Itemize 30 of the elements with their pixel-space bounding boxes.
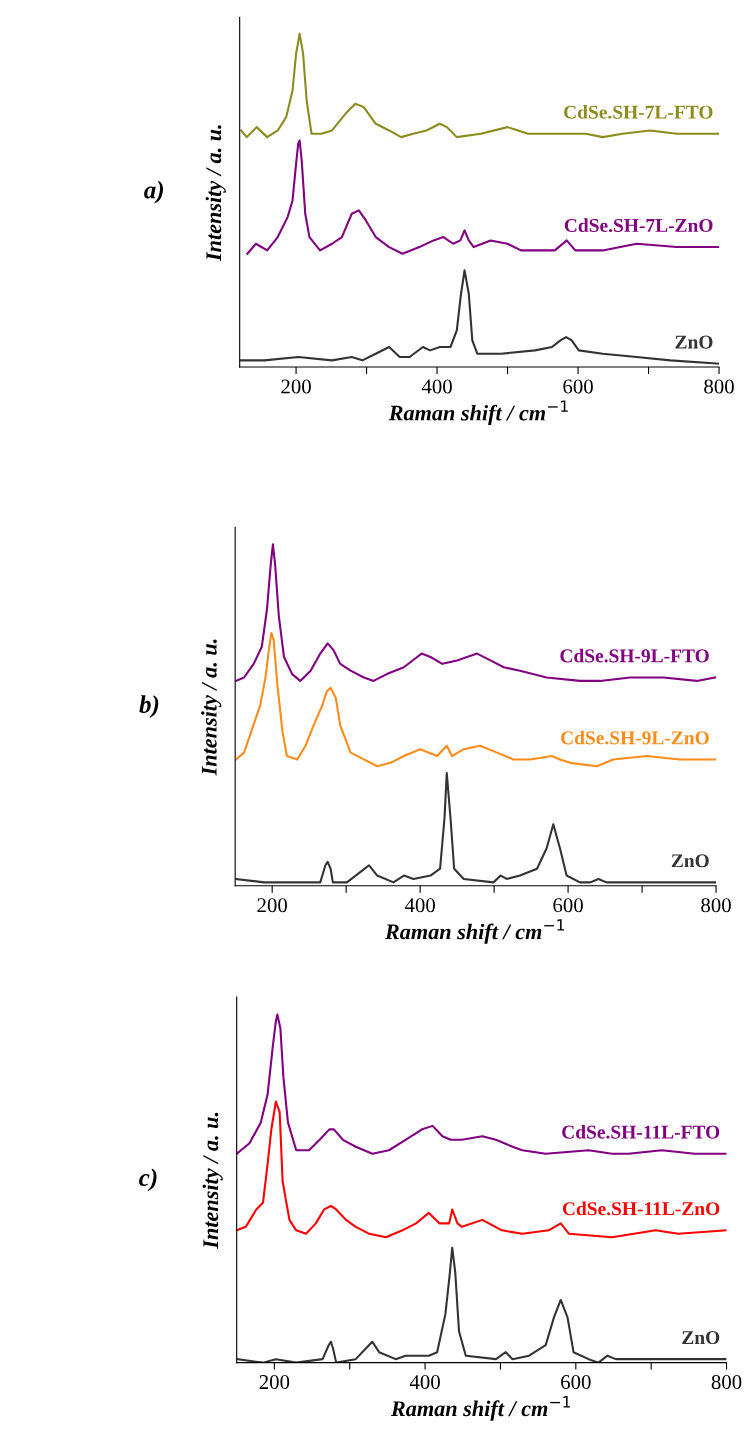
series-label: CdSe.SH-11L-FTO — [562, 1124, 720, 1139]
x-tick-label: 400 — [421, 379, 452, 394]
series-label: CdSe.SH-9L-ZnO — [561, 730, 709, 745]
series-label: ZnO — [682, 1331, 720, 1345]
x-tick-label: 200 — [281, 379, 311, 394]
x-tick-label: 400 — [404, 898, 435, 913]
y-axis-title: Intensity / a. u. — [201, 639, 222, 776]
series-label: ZnO — [675, 335, 713, 349]
series-label: ZnO — [671, 854, 709, 868]
x-tick-label: 800 — [701, 898, 731, 913]
series-label: CdSe.SH-9L-FTO — [560, 648, 709, 663]
series-label: CdSe.SH-7L-ZnO — [564, 218, 713, 233]
x-tick-label: 600 — [553, 898, 583, 913]
x-tick-label: 600 — [561, 1375, 591, 1390]
y-axis-title: Intensity / a. u. — [205, 125, 226, 262]
series-label: CdSe.SH-7L-FTO — [564, 105, 713, 119]
x-axis-title: Raman shift / cm$^{−1}$ — [384, 919, 565, 944]
text: b) — [139, 695, 159, 718]
x-tick-label: 600 — [563, 379, 593, 394]
x-axis-title: Raman shift / cm$^{−1}$ — [388, 400, 568, 426]
x-tick-label: 200 — [257, 898, 288, 913]
y-axis-title: Intensity / a. u. — [202, 1112, 223, 1249]
x-tick-label: 400 — [409, 1375, 440, 1390]
x-axis-title: Raman shift / cm$^{−1}$ — [390, 1396, 571, 1421]
x-tick-label: 800 — [704, 379, 734, 394]
x-tick-label: 200 — [259, 1375, 290, 1390]
text: c) — [139, 1168, 157, 1192]
x-tick-label: 800 — [711, 1375, 742, 1390]
series-label: CdSe.SH-11L-ZnO — [562, 1201, 720, 1216]
text: a) — [144, 180, 164, 204]
